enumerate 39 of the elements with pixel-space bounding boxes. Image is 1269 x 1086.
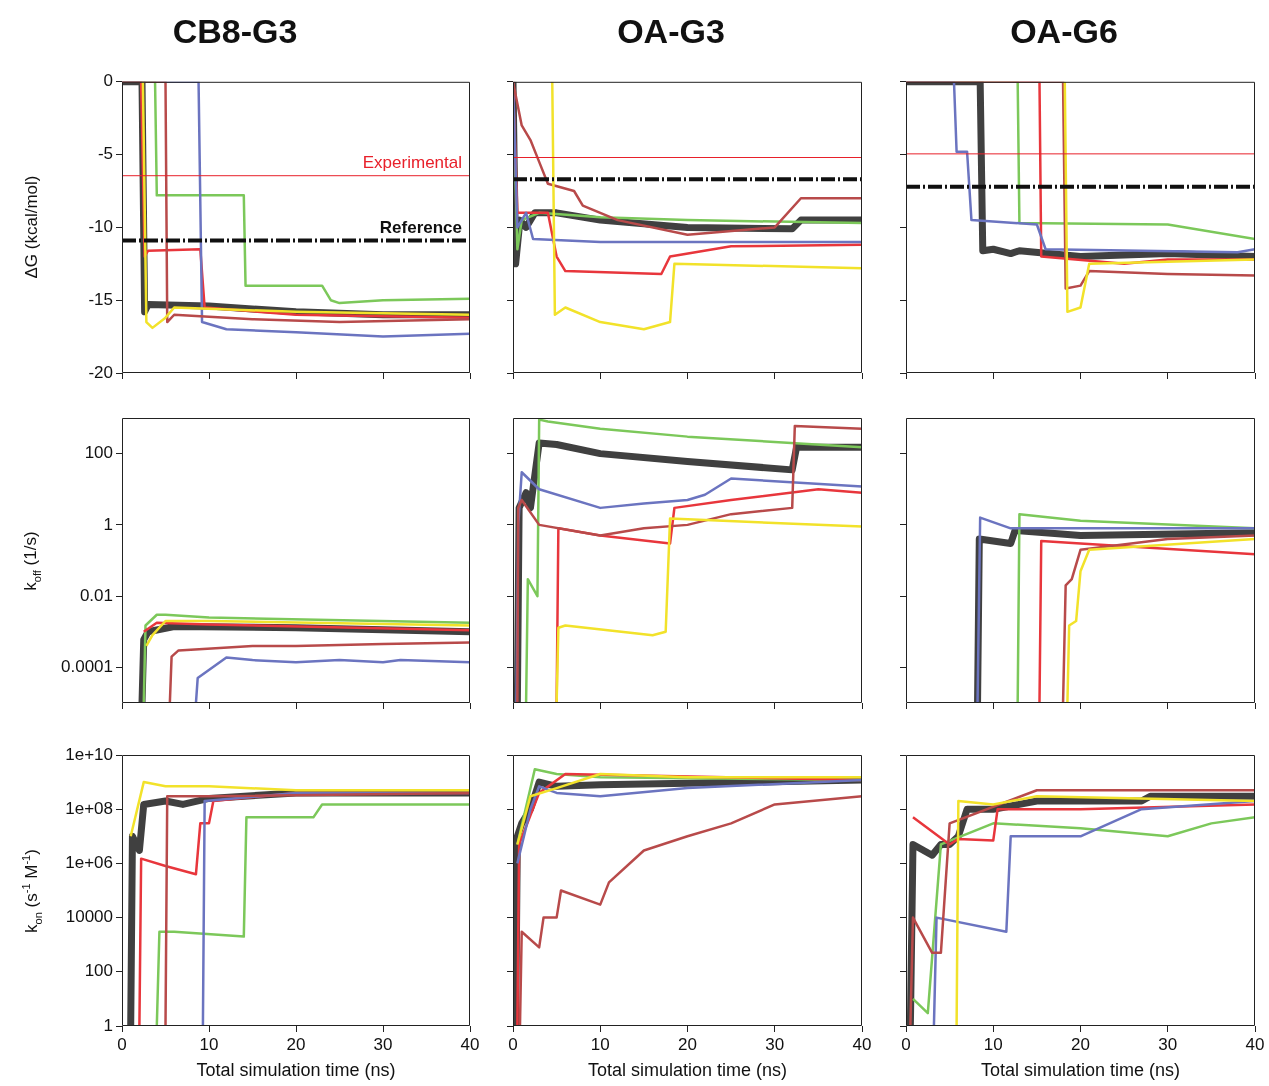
x-tick-label: 30	[373, 1034, 393, 1054]
x-tick-label: 40	[1245, 1034, 1265, 1054]
y-axis-title: ΔG (kcal/mol)	[22, 175, 42, 279]
ref-line-label: Experimental	[362, 152, 462, 172]
x-tick-label: 0	[508, 1034, 518, 1054]
x-tick-label: 0	[117, 1034, 127, 1054]
y-tick-label: 0.0001	[61, 657, 113, 677]
y-tick-label: 1e+06	[65, 853, 113, 873]
x-tick-label: 40	[460, 1034, 480, 1054]
x-tick-label: 0	[901, 1034, 911, 1054]
x-tick-label: 10	[590, 1034, 610, 1054]
chart-title: CB8-G3	[172, 11, 298, 50]
y-tick-label: -20	[88, 362, 113, 382]
y-tick-label: 10000	[65, 907, 113, 927]
x-axis-title: Total simulation time (ns)	[196, 1060, 396, 1081]
y-tick-label: 1	[103, 1015, 113, 1035]
y-tick-label: 100	[84, 443, 113, 463]
y-tick-label: -5	[97, 144, 113, 164]
x-tick-label: 40	[852, 1034, 872, 1054]
x-axis-title: Total simulation time (ns)	[980, 1060, 1181, 1081]
x-tick-label: 30	[765, 1034, 785, 1054]
x-axis-title: Total simulation time (ns)	[587, 1060, 788, 1081]
y-tick-label: 1e+08	[65, 798, 113, 818]
x-tick-label: 10	[199, 1034, 219, 1054]
chart-title: OA-G3	[617, 11, 725, 50]
chart-title: OA-G6	[1010, 11, 1118, 50]
y-tick-label: 1	[103, 514, 113, 534]
y-tick-label: -15	[88, 289, 113, 309]
y-tick-label: 0.01	[79, 585, 113, 605]
y-tick-label: 0	[103, 71, 113, 91]
x-tick-label: 20	[286, 1034, 306, 1054]
x-tick-label: 20	[1071, 1034, 1090, 1054]
x-tick-label: 30	[1158, 1034, 1178, 1054]
y-tick-label: 100	[84, 961, 113, 981]
y-tick-label: 1e+10	[65, 744, 113, 764]
x-tick-label: 10	[983, 1034, 1003, 1054]
y-tick-label: -10	[88, 217, 113, 237]
x-tick-label: 20	[678, 1034, 697, 1054]
ref-line-label: Reference	[379, 217, 462, 237]
